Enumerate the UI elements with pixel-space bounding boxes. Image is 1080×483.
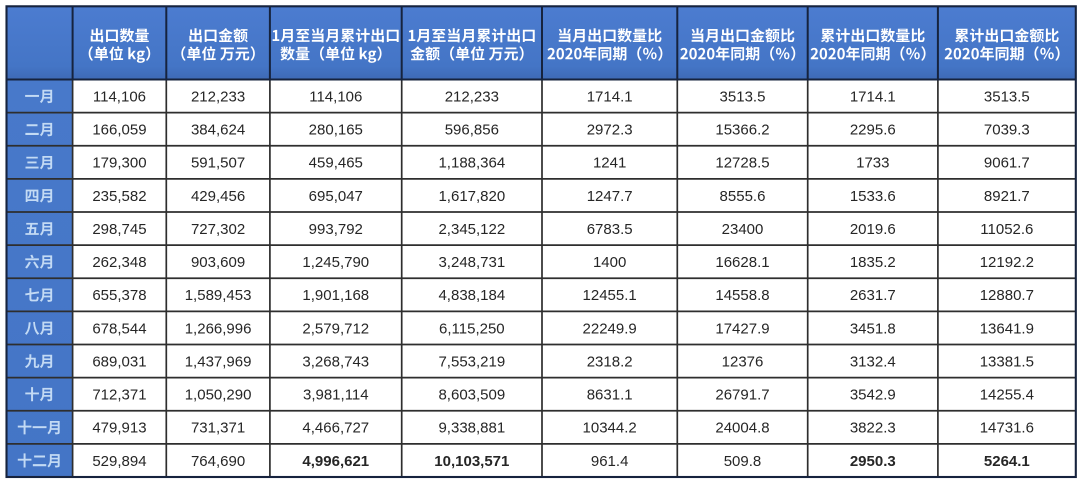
svg-text:1,437,969: 1,437,969	[185, 353, 252, 370]
svg-text:1,050,290: 1,050,290	[185, 387, 252, 404]
svg-text:179,300: 179,300	[92, 155, 146, 172]
svg-text:4,466,727: 4,466,727	[302, 420, 369, 437]
svg-text:1714.1: 1714.1	[850, 88, 896, 105]
svg-text:12728.5: 12728.5	[715, 155, 769, 172]
svg-text:9,338,881: 9,338,881	[438, 420, 505, 437]
svg-text:3,268,743: 3,268,743	[302, 353, 369, 370]
svg-text:1,188,364: 1,188,364	[438, 155, 505, 172]
svg-text:12455.1: 12455.1	[583, 287, 637, 304]
svg-text:26791.7: 26791.7	[715, 387, 769, 404]
svg-text:993,792: 993,792	[309, 221, 363, 238]
svg-text:13381.5: 13381.5	[980, 353, 1034, 370]
svg-text:8,603,509: 8,603,509	[438, 387, 505, 404]
svg-text:429,456: 429,456	[191, 188, 245, 205]
svg-text:5264.1: 5264.1	[984, 453, 1030, 470]
svg-text:903,609: 903,609	[191, 254, 245, 271]
svg-text:212,233: 212,233	[191, 88, 245, 105]
svg-text:1714.1: 1714.1	[587, 88, 633, 105]
svg-text:10,103,571: 10,103,571	[434, 453, 509, 470]
svg-text:3,248,731: 3,248,731	[438, 254, 505, 271]
svg-text:7039.3: 7039.3	[984, 122, 1030, 139]
svg-text:2972.3: 2972.3	[587, 122, 633, 139]
svg-text:678,544: 678,544	[92, 320, 146, 337]
svg-text:479,913: 479,913	[92, 420, 146, 437]
svg-text:2019.6: 2019.6	[850, 221, 896, 238]
svg-text:961.4: 961.4	[591, 453, 629, 470]
svg-text:689,031: 689,031	[92, 353, 146, 370]
svg-text:3451.8: 3451.8	[850, 320, 896, 337]
svg-text:1400: 1400	[593, 254, 626, 271]
svg-text:11052.6: 11052.6	[980, 221, 1033, 238]
svg-text:114,106: 114,106	[93, 88, 146, 105]
svg-text:2,345,122: 2,345,122	[438, 221, 505, 238]
svg-text:6783.5: 6783.5	[587, 221, 633, 238]
svg-text:14731.6: 14731.6	[980, 420, 1034, 437]
svg-text:16628.1: 16628.1	[715, 254, 769, 271]
svg-text:459,465: 459,465	[309, 155, 363, 172]
svg-text:1241: 1241	[593, 155, 626, 172]
svg-text:17427.9: 17427.9	[715, 320, 769, 337]
svg-text:14558.8: 14558.8	[715, 287, 769, 304]
svg-text:166,059: 166,059	[92, 122, 146, 139]
svg-text:3542.9: 3542.9	[850, 387, 896, 404]
svg-text:529,894: 529,894	[92, 453, 146, 470]
svg-text:2631.7: 2631.7	[850, 287, 896, 304]
svg-text:1733: 1733	[856, 155, 889, 172]
svg-text:12192.2: 12192.2	[980, 254, 1034, 271]
svg-text:384,624: 384,624	[191, 122, 245, 139]
svg-text:22249.9: 22249.9	[583, 320, 637, 337]
svg-text:3132.4: 3132.4	[850, 353, 896, 370]
svg-text:712,371: 712,371	[92, 387, 146, 404]
svg-text:695,047: 695,047	[309, 188, 363, 205]
svg-text:591,507: 591,507	[191, 155, 245, 172]
svg-text:262,348: 262,348	[92, 254, 146, 271]
svg-text:1533.6: 1533.6	[850, 188, 896, 205]
svg-text:6,115,250: 6,115,250	[439, 320, 505, 337]
svg-text:3,981,114: 3,981,114	[303, 387, 369, 404]
svg-text:731,371: 731,371	[191, 420, 245, 437]
svg-text:596,856: 596,856	[445, 122, 499, 139]
svg-text:1,245,790: 1,245,790	[302, 254, 369, 271]
svg-text:2950.3: 2950.3	[850, 453, 896, 470]
svg-text:235,582: 235,582	[92, 188, 146, 205]
svg-text:1835.2: 1835.2	[850, 254, 896, 271]
svg-text:12880.7: 12880.7	[980, 287, 1034, 304]
svg-text:4,838,184: 4,838,184	[438, 287, 505, 304]
svg-text:3513.5: 3513.5	[720, 88, 766, 105]
svg-text:13641.9: 13641.9	[980, 320, 1034, 337]
svg-text:298,745: 298,745	[92, 221, 146, 238]
svg-text:23400: 23400	[722, 221, 764, 238]
svg-text:8921.7: 8921.7	[984, 188, 1030, 205]
svg-text:10344.2: 10344.2	[583, 420, 637, 437]
svg-text:212,233: 212,233	[445, 88, 499, 105]
svg-text:114,106: 114,106	[309, 88, 362, 105]
svg-text:3513.5: 3513.5	[984, 88, 1030, 105]
svg-text:280,165: 280,165	[309, 122, 363, 139]
svg-text:764,690: 764,690	[191, 453, 245, 470]
svg-text:3822.3: 3822.3	[850, 420, 896, 437]
svg-text:509.8: 509.8	[724, 453, 762, 470]
svg-text:1,617,820: 1,617,820	[438, 188, 505, 205]
svg-text:1,589,453: 1,589,453	[185, 287, 252, 304]
svg-text:655,378: 655,378	[92, 287, 146, 304]
svg-text:2318.2: 2318.2	[587, 353, 633, 370]
svg-text:2295.6: 2295.6	[850, 122, 896, 139]
svg-text:727,302: 727,302	[191, 221, 245, 238]
svg-text:7,553,219: 7,553,219	[438, 353, 505, 370]
svg-text:1,266,996: 1,266,996	[185, 320, 252, 337]
svg-text:1,901,168: 1,901,168	[302, 287, 369, 304]
svg-text:8555.6: 8555.6	[720, 188, 766, 205]
svg-text:14255.4: 14255.4	[980, 387, 1034, 404]
svg-text:2,579,712: 2,579,712	[302, 320, 369, 337]
svg-text:12376: 12376	[722, 353, 764, 370]
svg-text:15366.2: 15366.2	[715, 122, 769, 139]
svg-text:8631.1: 8631.1	[587, 387, 633, 404]
svg-text:4,996,621: 4,996,621	[302, 453, 369, 470]
svg-text:1247.7: 1247.7	[587, 188, 633, 205]
svg-text:9061.7: 9061.7	[984, 155, 1030, 172]
svg-text:24004.8: 24004.8	[715, 420, 769, 437]
